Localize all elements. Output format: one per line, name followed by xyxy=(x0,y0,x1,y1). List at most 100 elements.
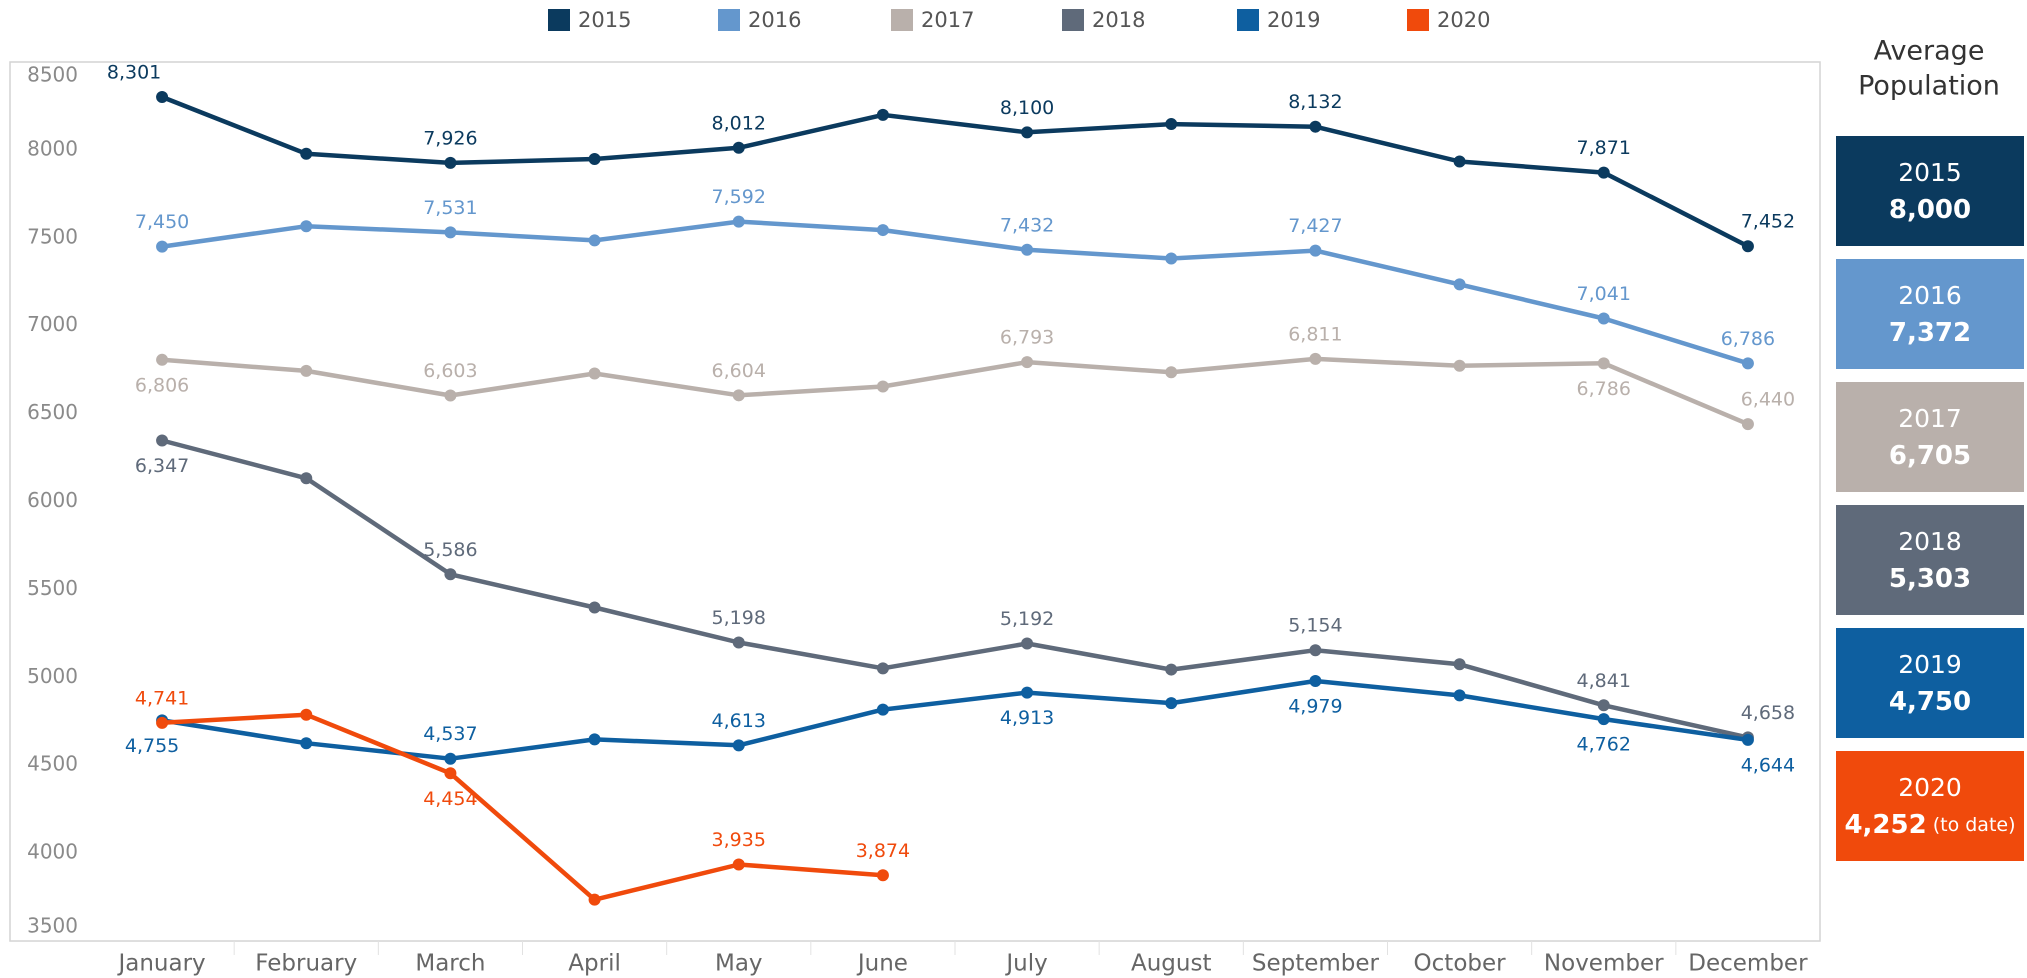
average-box xyxy=(1836,136,2024,246)
data-point xyxy=(1741,357,1754,370)
data-point xyxy=(876,224,889,237)
data-label: 5,192 xyxy=(1000,608,1054,630)
average-box xyxy=(1836,628,2024,738)
data-label: 7,452 xyxy=(1741,211,1795,233)
data-label: 8,012 xyxy=(712,112,766,134)
y-tick-label: 3500 xyxy=(27,914,78,938)
data-point xyxy=(732,215,745,228)
data-point xyxy=(588,367,601,380)
legend-swatch xyxy=(1407,9,1429,31)
series-line xyxy=(161,438,1749,740)
average-value-number: 4,750 xyxy=(1889,687,1971,717)
legend-label: 2016 xyxy=(748,8,801,32)
data-point xyxy=(156,240,169,253)
y-tick-label: 6000 xyxy=(27,488,78,512)
data-label: 7,041 xyxy=(1577,283,1631,305)
data-label: 8,100 xyxy=(1000,97,1054,119)
data-point xyxy=(444,389,457,402)
data-label: 4,841 xyxy=(1577,670,1631,692)
data-point xyxy=(1165,252,1178,265)
average-value: 4,750 xyxy=(1889,687,1971,717)
panel-title: Average xyxy=(1874,36,1985,67)
data-label: 7,432 xyxy=(1000,214,1054,236)
data-label: 4,644 xyxy=(1741,754,1795,776)
panel-title: Population xyxy=(1858,71,2000,102)
average-note: (to date) xyxy=(1933,814,2016,836)
data-point xyxy=(1453,359,1466,372)
y-tick-label: 4000 xyxy=(27,840,78,864)
data-point xyxy=(300,364,313,377)
data-label: 7,926 xyxy=(423,127,477,149)
average-box xyxy=(1836,382,2024,492)
legend-swatch xyxy=(718,9,740,31)
x-tick-label: July xyxy=(1004,951,1047,977)
legend-swatch xyxy=(891,9,913,31)
average-value: 5,303 xyxy=(1889,564,1971,594)
average-value: 7,372 xyxy=(1889,318,1971,348)
y-tick-label: 5000 xyxy=(27,664,78,688)
data-point xyxy=(732,858,745,871)
legend-swatch xyxy=(1237,9,1259,31)
data-point xyxy=(1453,658,1466,671)
data-point xyxy=(156,716,169,729)
data-label: 6,347 xyxy=(135,455,189,477)
data-point xyxy=(156,90,169,103)
data-point xyxy=(1597,699,1610,712)
average-value: 4,252 (to date) xyxy=(1844,810,2015,840)
legend-swatch xyxy=(548,9,570,31)
data-point xyxy=(1165,118,1178,131)
data-label: 8,301 xyxy=(107,61,161,83)
data-label: 6,440 xyxy=(1741,389,1795,411)
y-tick-label: 7500 xyxy=(27,224,78,248)
data-point xyxy=(444,568,457,581)
data-label: 4,741 xyxy=(135,687,189,709)
data-point xyxy=(732,739,745,752)
data-point xyxy=(1741,240,1754,253)
data-point xyxy=(1453,278,1466,291)
average-year: 2020 xyxy=(1898,773,1962,802)
data-point xyxy=(1597,312,1610,325)
series-line xyxy=(161,219,1749,366)
data-label: 4,979 xyxy=(1288,695,1342,717)
average-value: 8,000 xyxy=(1889,195,1971,225)
data-point xyxy=(300,147,313,160)
data-point xyxy=(1741,418,1754,431)
data-label: 6,793 xyxy=(1000,327,1054,349)
y-tick-label: 5500 xyxy=(27,576,78,600)
data-point xyxy=(876,108,889,121)
data-label: 6,603 xyxy=(423,360,477,382)
average-value-number: 7,372 xyxy=(1889,318,1971,348)
legend-label: 2017 xyxy=(921,8,974,32)
y-tick-label: 4500 xyxy=(27,752,78,776)
data-point xyxy=(1453,689,1466,702)
data-label: 4,537 xyxy=(423,723,477,745)
x-tick-label: November xyxy=(1544,951,1664,977)
data-point xyxy=(732,389,745,402)
data-label: 3,935 xyxy=(712,829,766,851)
data-point xyxy=(300,708,313,721)
x-tick-label: March xyxy=(415,951,485,977)
data-label: 7,592 xyxy=(712,186,766,208)
data-point xyxy=(588,153,601,166)
average-value-number: 4,252 xyxy=(1844,810,1926,840)
data-point xyxy=(876,869,889,882)
series-line xyxy=(161,712,884,902)
x-tick-label: February xyxy=(255,951,357,977)
x-tick-label: August xyxy=(1131,951,1212,977)
data-point xyxy=(876,380,889,393)
data-point xyxy=(1165,697,1178,710)
data-point xyxy=(1309,120,1322,133)
data-label: 6,786 xyxy=(1577,378,1631,400)
x-tick-label: October xyxy=(1414,951,1507,977)
data-point xyxy=(444,226,457,239)
data-label: 4,454 xyxy=(423,788,477,810)
data-label: 6,786 xyxy=(1721,328,1775,350)
data-point xyxy=(1309,674,1322,687)
data-point xyxy=(732,141,745,154)
average-value-number: 6,705 xyxy=(1889,441,1971,471)
legend-swatch xyxy=(1062,9,1084,31)
data-label: 6,806 xyxy=(135,374,189,396)
data-point xyxy=(1021,356,1034,369)
data-label: 6,811 xyxy=(1288,323,1342,345)
data-label: 4,613 xyxy=(712,710,766,732)
